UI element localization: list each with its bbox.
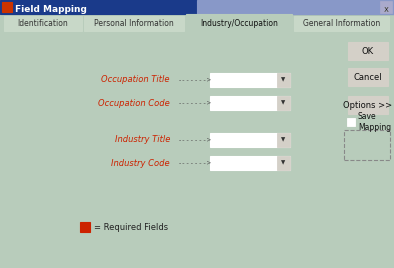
Bar — [277, 133, 290, 147]
Text: ▼: ▼ — [281, 161, 286, 166]
Text: OK: OK — [362, 47, 374, 55]
Bar — [84, 16, 184, 31]
Text: ▼: ▼ — [281, 77, 286, 83]
Bar — [187, 30, 291, 32]
Bar — [2, 14, 338, 32]
Text: Options >>: Options >> — [344, 100, 392, 110]
Bar — [348, 42, 388, 60]
Bar — [210, 96, 290, 110]
Text: = Required Fields: = Required Fields — [94, 222, 168, 232]
Text: Cancel: Cancel — [354, 73, 382, 81]
Text: Field Mapping: Field Mapping — [15, 6, 87, 14]
Bar — [2, 32, 338, 260]
Text: Save
Mapping: Save Mapping — [358, 112, 391, 132]
Text: Occupation Title: Occupation Title — [102, 76, 170, 84]
Bar — [0, 0, 394, 14]
Text: ------->: -------> — [178, 100, 212, 106]
Bar — [186, 14, 292, 32]
Bar — [210, 133, 290, 147]
Text: Industry Code: Industry Code — [112, 158, 170, 168]
Bar — [348, 68, 388, 86]
Bar — [2, 2, 12, 12]
Bar — [348, 96, 388, 114]
Text: Industry Title: Industry Title — [115, 136, 170, 144]
Bar — [80, 222, 90, 232]
Bar — [210, 156, 290, 170]
Text: ▼: ▼ — [281, 100, 286, 106]
Text: Occupation Code: Occupation Code — [98, 99, 170, 107]
Bar — [197, 0, 394, 14]
Text: Industry/Occupation: Industry/Occupation — [200, 18, 278, 28]
Text: x: x — [383, 6, 388, 14]
Text: ------->: -------> — [178, 160, 212, 166]
Text: Identification: Identification — [18, 19, 69, 28]
Bar — [277, 156, 290, 170]
Bar — [344, 130, 390, 160]
Bar — [277, 73, 290, 87]
Text: ▼: ▼ — [281, 137, 286, 143]
Bar — [380, 1, 392, 13]
Text: General Information: General Information — [303, 19, 380, 28]
Bar — [277, 96, 290, 110]
Bar — [210, 73, 290, 87]
Text: ------->: -------> — [178, 77, 212, 83]
Bar — [294, 16, 389, 31]
Text: ------->: -------> — [178, 137, 212, 143]
Bar — [347, 118, 355, 126]
Bar — [4, 16, 82, 31]
Text: x: x — [383, 6, 388, 14]
Text: Personal Information: Personal Information — [94, 19, 174, 28]
